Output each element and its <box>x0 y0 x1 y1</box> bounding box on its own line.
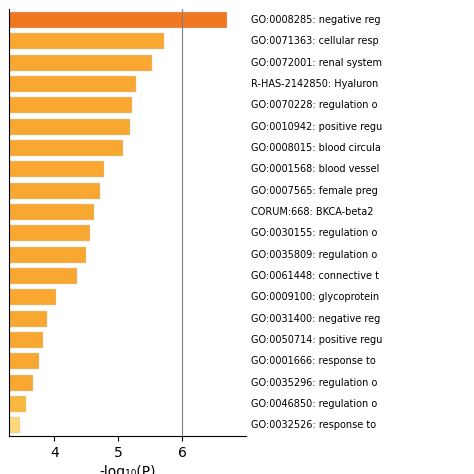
Text: GO:0050714: positive regu: GO:0050714: positive regu <box>251 335 383 345</box>
Text: GO:0007565: female preg: GO:0007565: female preg <box>251 186 378 196</box>
Bar <box>0 204 94 220</box>
Bar <box>0 183 100 199</box>
Text: GO:0072001: renal system: GO:0072001: renal system <box>251 58 382 68</box>
Bar <box>0 354 39 369</box>
Bar <box>0 34 164 49</box>
Bar <box>0 332 43 348</box>
Bar <box>0 375 33 391</box>
Text: R-HAS-2142850: Hyaluron: R-HAS-2142850: Hyaluron <box>251 79 378 89</box>
Text: GO:0032526: response to: GO:0032526: response to <box>251 420 376 430</box>
Text: GO:0008285: negative reg: GO:0008285: negative reg <box>251 15 381 25</box>
Text: GO:0010942: positive regu: GO:0010942: positive regu <box>251 122 383 132</box>
Bar <box>0 55 152 71</box>
Text: GO:0070228: regulation o: GO:0070228: regulation o <box>251 100 378 110</box>
Bar <box>0 311 46 327</box>
Bar <box>0 140 124 156</box>
Text: GO:0009100: glycoprotein: GO:0009100: glycoprotein <box>251 292 379 302</box>
Bar <box>0 268 77 284</box>
Text: GO:0061448: connective t: GO:0061448: connective t <box>251 271 379 281</box>
Bar <box>0 162 104 177</box>
Bar <box>0 247 86 263</box>
Text: CORUM:668: BKCA-beta2: CORUM:668: BKCA-beta2 <box>251 207 374 217</box>
Text: GO:0071363: cellular resp: GO:0071363: cellular resp <box>251 36 379 46</box>
Text: GO:0001666: response to: GO:0001666: response to <box>251 356 376 366</box>
X-axis label: -log₁₀(P): -log₁₀(P) <box>100 465 156 474</box>
Bar <box>0 396 26 412</box>
Text: GO:0001568: blood vessel: GO:0001568: blood vessel <box>251 164 380 174</box>
Text: GO:0031400: negative reg: GO:0031400: negative reg <box>251 314 381 324</box>
Bar <box>0 418 20 433</box>
Bar <box>0 12 227 28</box>
Bar <box>0 226 90 241</box>
Bar <box>0 76 137 92</box>
Text: GO:0046850: regulation o: GO:0046850: regulation o <box>251 399 377 409</box>
Text: GO:0035809: regulation o: GO:0035809: regulation o <box>251 250 377 260</box>
Bar <box>0 119 130 135</box>
Text: GO:0035296: regulation o: GO:0035296: regulation o <box>251 378 378 388</box>
Bar <box>0 98 132 113</box>
Text: GO:0030155: regulation o: GO:0030155: regulation o <box>251 228 378 238</box>
Bar <box>0 290 55 305</box>
Text: GO:0008015: blood circula: GO:0008015: blood circula <box>251 143 381 153</box>
